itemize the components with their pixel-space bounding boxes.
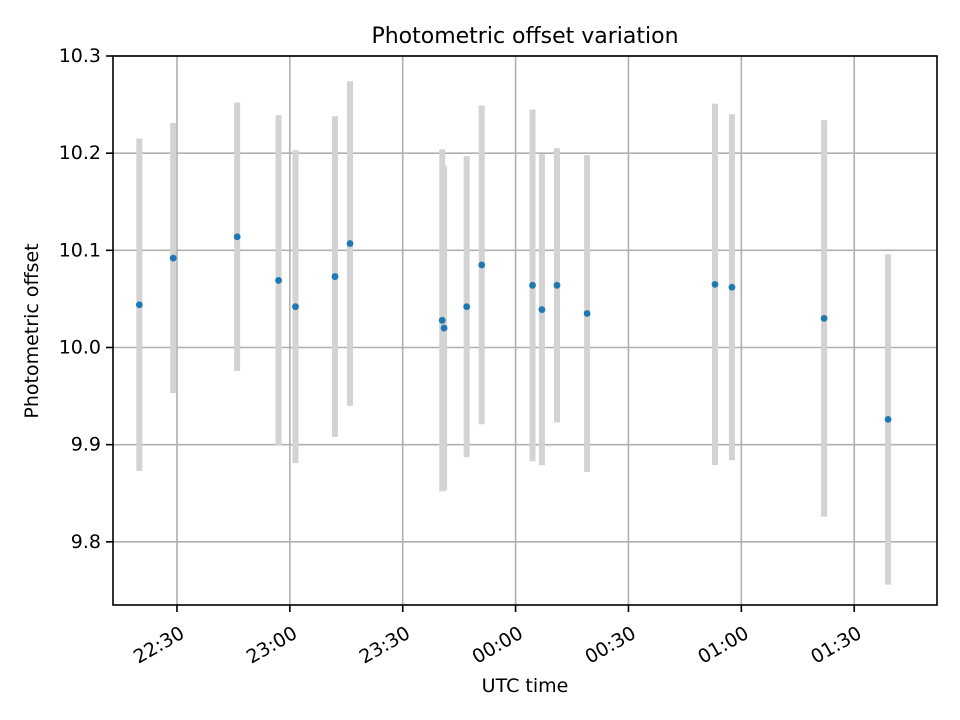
data-point (438, 316, 446, 324)
data-point (135, 301, 143, 309)
x-axis-label: UTC time (482, 675, 569, 697)
data-point (583, 310, 591, 317)
data-point (331, 273, 339, 280)
data-point (463, 303, 471, 311)
chart-title: Photometric offset variation (371, 24, 678, 49)
y-axis-ticks: 9.8 9.9 10.0 10.1 10.2 10.3 (59, 45, 113, 553)
y-tick-label: 10.3 (59, 45, 101, 67)
data-point (529, 281, 536, 289)
data-point (884, 416, 892, 423)
data-point (728, 283, 736, 291)
data-points (135, 233, 892, 423)
data-point (346, 240, 354, 247)
y-tick-label: 10.2 (59, 142, 101, 164)
data-point (233, 233, 241, 241)
y-tick-label: 10.0 (59, 337, 101, 359)
data-point (820, 314, 828, 322)
data-point (275, 277, 282, 284)
plot-area (113, 56, 937, 605)
y-tick-label: 9.9 (71, 434, 101, 456)
y-tick-label: 10.1 (59, 239, 101, 261)
data-point (169, 254, 177, 262)
data-point (711, 280, 719, 288)
plot-frame (112, 55, 938, 606)
data-point (440, 324, 448, 332)
data-point (538, 306, 546, 314)
data-point (292, 303, 299, 311)
data-point (553, 281, 561, 289)
y-axis-label: Photometric offset (21, 243, 43, 418)
data-point (478, 261, 486, 269)
y-tick-label: 9.8 (71, 531, 101, 553)
